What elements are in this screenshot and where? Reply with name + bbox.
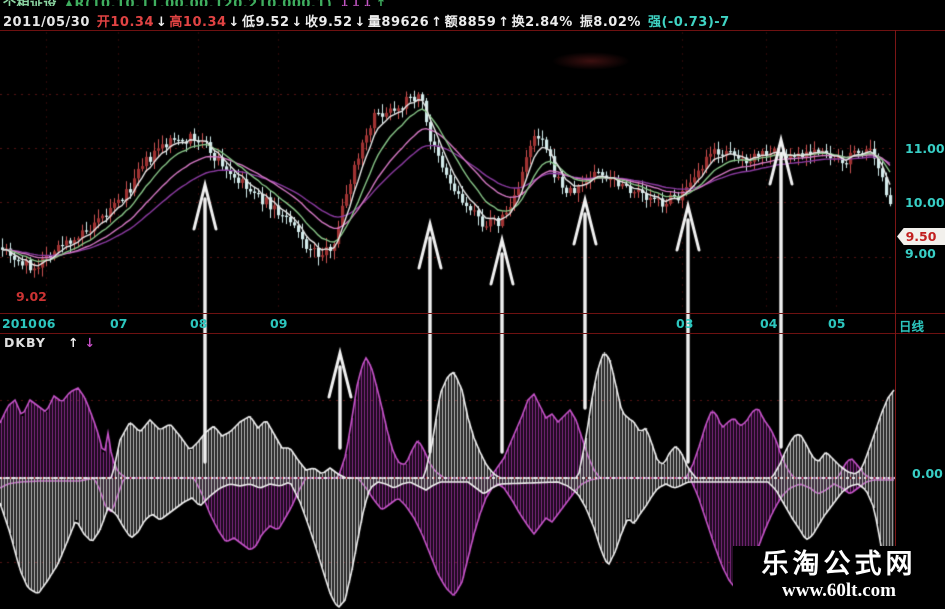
quote-segment: ↑ xyxy=(498,15,510,30)
quote-segment: ↓↓↓ xyxy=(334,0,373,6)
quote-segment: 额8859 xyxy=(444,15,497,30)
price-axis-label-9: 9.00 xyxy=(905,246,936,261)
dkby-up-arrow-icon: ↑ xyxy=(67,335,79,350)
axis-month-label: 09 xyxy=(270,316,288,331)
last-price-tag: 9.50 xyxy=(897,228,945,245)
axis-month-label: 06 xyxy=(38,316,56,331)
quote-segment: 2011/05/30 xyxy=(3,15,95,30)
axis-month-label: 05 xyxy=(828,316,846,331)
quote-segment: ↓ xyxy=(228,15,240,30)
axis-month-label: 07 xyxy=(110,316,128,331)
watermark-site-name: 乐淘公式网 xyxy=(761,549,917,579)
quote-segment: ↑ xyxy=(376,0,387,6)
quote-segment: 收9.52 xyxy=(304,15,353,30)
quote-segment: ↓ xyxy=(354,15,366,30)
quote-segment: 开10.34 xyxy=(96,15,155,30)
last-price-tag-value: 9.50 xyxy=(905,229,937,244)
quote-segment: ↓ xyxy=(291,15,303,30)
time-axis-bottom-line xyxy=(0,333,945,334)
price-axis-separator-line xyxy=(895,30,896,609)
dkby-indicator-label[interactable]: DKBY xyxy=(4,335,46,350)
quote-segment: 高10.34 xyxy=(169,15,227,30)
quote-segment: 低9.52 xyxy=(241,15,290,30)
quote-segment: 强(-0.73)-7 xyxy=(647,15,730,30)
dkby-down-arrow-icon: ↓ xyxy=(84,335,95,350)
dkby-zero-axis-label: 0.00 xyxy=(912,466,943,481)
period-label-daily[interactable]: 日线 xyxy=(899,319,925,334)
quote-segment: ↑ xyxy=(431,15,443,30)
axis-month-label: 03 xyxy=(676,316,694,331)
quote-segment: ▲R(10,10,11,00,00,120,210,000,1) xyxy=(64,0,332,6)
artifact-smudge xyxy=(552,52,630,70)
quote-segment: 换2.84% xyxy=(511,15,578,30)
axis-month-label: 2010 xyxy=(2,316,37,331)
indicator-parameter-line: 个相证设 ▲R(10,10,11,00,00,120,210,000,1) ↓↓… xyxy=(3,0,389,6)
price-axis-label-11: 11.00 xyxy=(905,141,945,156)
axis-month-label: 04 xyxy=(760,316,778,331)
quote-bar[interactable]: 2011/05/30 开10.34 ↓ 高10.34 ↓ 低9.52 ↓ 收9.52 ↓ 量89… xyxy=(3,11,732,30)
price-axis-label-10: 10.00 xyxy=(905,195,945,210)
range-low-label: 9.02 xyxy=(16,289,47,304)
quote-segment: ↓ xyxy=(156,15,168,30)
quote-segment: 量89626 xyxy=(367,15,430,30)
watermark-site-url: www.60lt.com xyxy=(782,580,896,601)
quote-segment: 振8.02% xyxy=(579,15,646,30)
axis-month-label: 08 xyxy=(190,316,208,331)
watermark: 乐淘公式网 www.60lt.com xyxy=(733,546,945,609)
dkby-indicator-row: DKBY ↑ ↓ xyxy=(4,335,95,350)
quote-segment: 个相证设 xyxy=(3,0,62,6)
time-axis-top-line xyxy=(0,313,945,314)
header-separator-line xyxy=(0,30,945,31)
